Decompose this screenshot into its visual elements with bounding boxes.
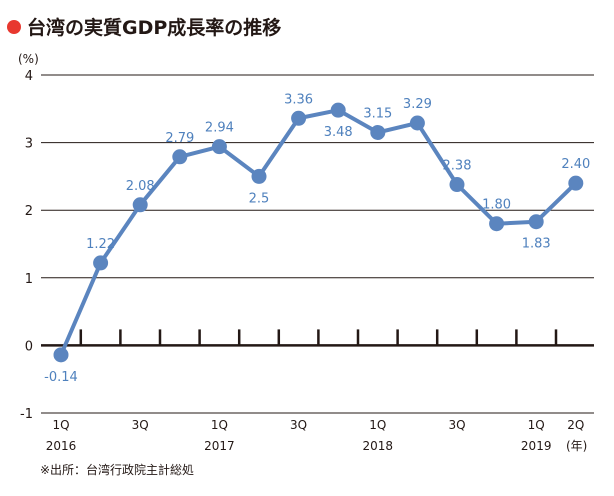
data-points (53, 102, 584, 363)
y-tick-labels: 4 3 2 1 0 -1 (20, 69, 33, 422)
data-point (172, 149, 188, 165)
data-point (409, 115, 425, 131)
x-tick-label: 1Q (369, 418, 386, 432)
data-label: 3.36 (284, 92, 313, 107)
y-tick-label: 1 (25, 272, 33, 287)
chart-title: 台湾の実質GDP成長率の推移 (27, 16, 281, 39)
data-label: 2.94 (205, 121, 234, 136)
x-year-label: 2017 (204, 439, 235, 453)
y-tick-label: 3 (25, 137, 33, 152)
series-polyline (59, 108, 578, 356)
data-point (53, 347, 69, 363)
data-point (211, 139, 227, 155)
x-tick-label: 2Q (567, 418, 584, 432)
data-label: 1.83 (522, 237, 551, 252)
x-tick-labels: 1Q 3Q 1Q 3Q 1Q 3Q 1Q 2Q 2016 2017 2018 2019 (46, 418, 585, 453)
data-label: 3.15 (363, 106, 392, 121)
y-axis-unit: (%) (18, 52, 39, 66)
data-label: 3.48 (324, 125, 353, 140)
gridlines (41, 74, 594, 414)
data-label: 2.40 (561, 157, 590, 172)
data-label: 2.08 (126, 179, 155, 194)
data-label: 1.80 (482, 198, 511, 213)
year-unit: (年) (566, 439, 587, 453)
source-note: ※出所：台湾行政院主計総処 (40, 462, 194, 477)
x-year-label: 2019 (521, 439, 552, 453)
x-year-label: 2016 (46, 439, 77, 453)
x-year-label: 2018 (363, 439, 394, 453)
data-point (568, 175, 584, 191)
data-labels: -0.14 1.22 2.08 2.79 2.94 2.5 3.36 3.48 3.15 3.29… (44, 92, 590, 385)
data-point (291, 110, 307, 126)
y-tick-label: 2 (25, 204, 33, 219)
data-point (132, 197, 148, 213)
data-label: 1.22 (86, 237, 115, 252)
data-label: 2.5 (249, 191, 270, 206)
data-point (370, 124, 386, 140)
data-label: 3.29 (403, 97, 432, 112)
data-point (489, 216, 505, 232)
data-label: 2.38 (443, 159, 472, 174)
data-label: 2.79 (165, 131, 194, 146)
data-point (330, 102, 346, 118)
x-tick-label: 1Q (211, 418, 228, 432)
zero-axis (41, 329, 594, 347)
x-tick-label: 3Q (448, 418, 465, 432)
title-bullet-icon (7, 20, 21, 34)
data-point (251, 168, 267, 184)
x-tick-label: 3Q (132, 418, 149, 432)
data-label: -0.14 (44, 370, 78, 385)
data-point (449, 177, 465, 193)
x-tick-label: 1Q (528, 418, 545, 432)
series-line (59, 108, 578, 356)
y-tick-label: -1 (20, 407, 33, 422)
y-tick-label: 0 (25, 339, 33, 354)
y-tick-label: 4 (25, 69, 33, 84)
x-tick-label: 1Q (52, 418, 69, 432)
data-point (93, 255, 109, 271)
x-tick-label: 3Q (290, 418, 307, 432)
data-point (528, 214, 544, 230)
